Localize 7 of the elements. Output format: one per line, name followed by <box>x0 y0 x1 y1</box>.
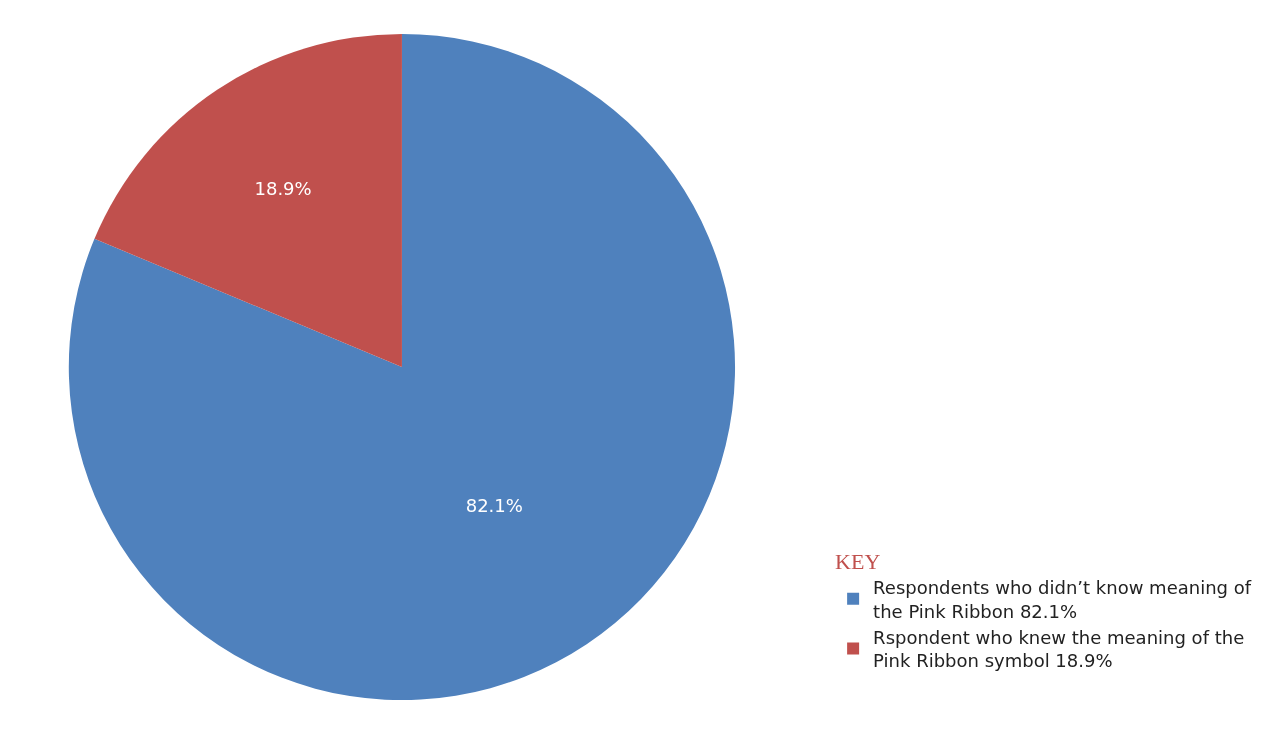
legend-label: Respondents who didn’t know meaning of the Pink Ribbon 82.1% <box>873 577 1252 622</box>
legend-label: Rspondent who knew the meaning of the Pink Ribbon symbol 18.9% <box>873 626 1245 672</box>
data-label: 82.1% <box>465 495 523 517</box>
pie-slice <box>68 33 735 700</box>
legend-title: KEY <box>835 548 881 574</box>
data-label: 18.9% <box>254 178 312 200</box>
pie-slice <box>94 33 402 367</box>
